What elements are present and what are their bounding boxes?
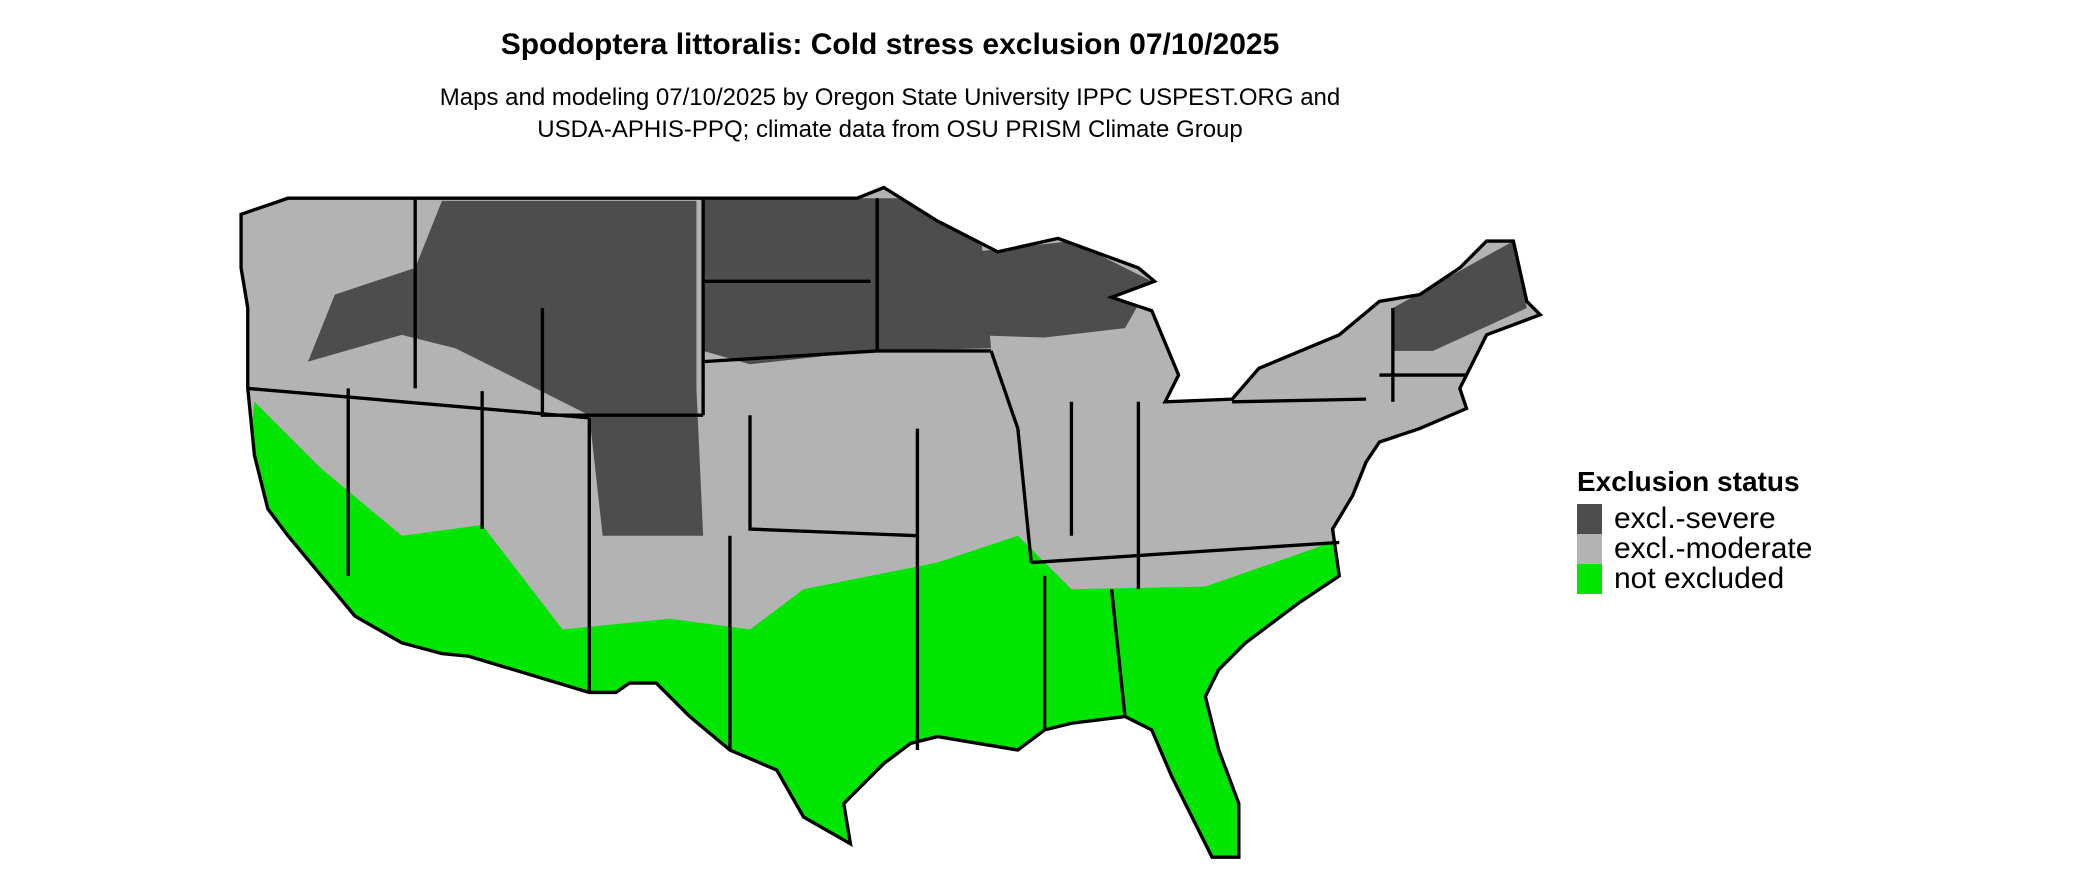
state-borders <box>239 185 1542 859</box>
legend-label: excl.-moderate <box>1614 532 1813 565</box>
legend-item-severe: excl.-severe <box>1577 504 1812 534</box>
legend-label: not excluded <box>1614 562 1785 595</box>
legend-swatch-severe <box>1577 504 1602 534</box>
severe-rockies <box>308 200 704 536</box>
map-title: Spodoptera littoralis: Cold stress exclu… <box>500 28 1280 61</box>
subtitle-line-2: USDA-APHIS-PPQ; climate data from OSU PR… <box>537 116 1243 143</box>
subtitle-line-1: Maps and modeling 07/10/2025 by Oregon S… <box>439 84 1341 111</box>
legend-item-not-excluded: not excluded <box>1577 564 1812 594</box>
legend-item-moderate: excl.-moderate <box>1577 534 1812 564</box>
severe-great-lakes <box>950 241 1152 338</box>
legend-swatch-moderate <box>1577 534 1602 564</box>
severe-exclusion-areas <box>308 198 1527 536</box>
legend: Exclusion status excl.-severe excl.-mode… <box>1577 466 1812 594</box>
legend-title: Exclusion status <box>1577 466 1800 497</box>
legend-swatch-not-excluded <box>1577 564 1602 594</box>
severe-new-england <box>1392 241 1527 351</box>
legend-label: excl.-severe <box>1614 502 1776 535</box>
